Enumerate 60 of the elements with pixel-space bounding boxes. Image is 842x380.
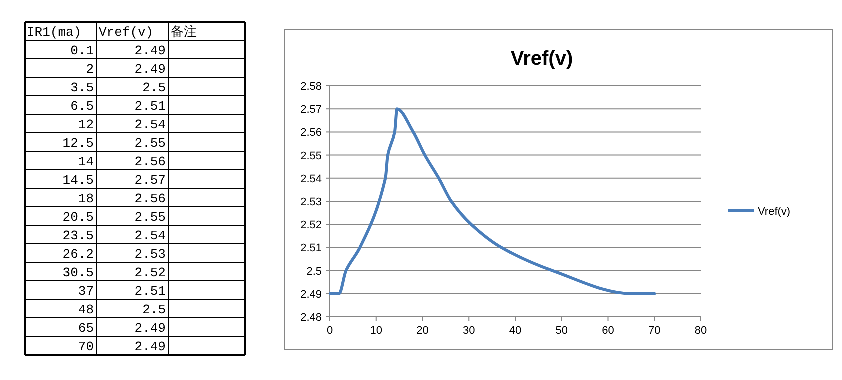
text: 26.2 [62, 247, 94, 262]
category-label: Vref(v) [99, 25, 154, 40]
text: 2.57 [134, 173, 166, 188]
line-series [328, 108, 656, 296]
y-tick-label: 2.55 [300, 150, 322, 162]
text: 2.49 [134, 62, 166, 77]
text: 2.51 [134, 99, 166, 114]
text: 2.56 [134, 154, 166, 170]
text: 14.5 [62, 173, 94, 188]
text: 3.5 [70, 80, 94, 96]
text: 18 [78, 192, 94, 206]
text: 2.54 [134, 118, 166, 132]
y-tick-label: 2.53 [300, 196, 322, 208]
y-tick-label: 2.5 [306, 266, 322, 278]
chart-title: Vref(v) [510, 48, 574, 70]
text: 12.5 [62, 136, 94, 151]
text: 2.55 [134, 210, 166, 225]
text: 2.49 [134, 340, 166, 354]
y-tick-label: 2.54 [300, 173, 322, 186]
x-tick-label: 20 [416, 325, 429, 337]
y-tick-label: 2.51 [300, 242, 322, 255]
category-label: IR1(ma) [27, 25, 82, 40]
text: 14 [78, 154, 94, 170]
text: 2.51 [134, 284, 166, 299]
text: 2.49 [134, 321, 166, 336]
text: 48 [78, 302, 94, 318]
x-tick-label: 70 [648, 325, 661, 337]
text: 70 [78, 340, 94, 354]
x-tick-label: 0 [326, 325, 334, 337]
text: 2.55 [134, 136, 166, 151]
text: 37 [78, 284, 94, 299]
y-tick-label: 2.57 [300, 104, 322, 116]
text: 20.5 [62, 210, 94, 225]
y-tick-label: 2.49 [300, 288, 322, 301]
text: 23.5 [62, 228, 94, 244]
text: 6.5 [70, 99, 94, 114]
x-tick-label: 60 [602, 325, 614, 337]
text: 2 [86, 62, 94, 77]
text: 65 [78, 321, 94, 336]
text: 2.56 [134, 192, 166, 206]
y-tick-label: 2.58 [300, 81, 322, 93]
text: 2.5 [142, 302, 166, 318]
legend-label: Vref(v) [758, 206, 791, 218]
text: 12 [78, 118, 94, 132]
x-tick-label: 40 [509, 325, 522, 337]
text: 2.52 [134, 266, 166, 280]
x-tick-label: 30 [463, 325, 476, 337]
text: 2.54 [134, 228, 166, 244]
text: 0.1 [70, 44, 94, 58]
x-tick-label: 50 [556, 325, 568, 337]
text: 30.5 [62, 266, 94, 280]
text: 2.53 [134, 247, 166, 262]
x-tick-label: 80 [694, 325, 708, 337]
category-label: 备注 [171, 24, 197, 39]
y-tick-label: 2.56 [300, 127, 322, 140]
x-tick-label: 10 [370, 325, 382, 337]
text: 2.49 [134, 44, 166, 58]
text: 2.5 [142, 80, 166, 96]
y-tick-label: 2.48 [300, 312, 322, 324]
y-tick-label: 2.52 [300, 220, 322, 232]
